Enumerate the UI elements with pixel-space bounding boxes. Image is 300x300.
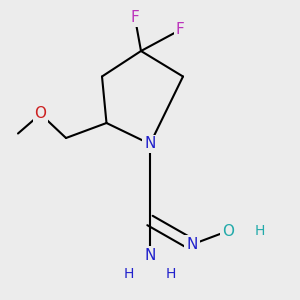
Text: H: H — [124, 268, 134, 281]
Text: N: N — [144, 136, 156, 152]
Text: H: H — [254, 224, 265, 238]
Text: O: O — [222, 224, 234, 238]
Text: F: F — [130, 11, 140, 26]
Text: F: F — [176, 22, 184, 38]
Text: O: O — [34, 106, 46, 122]
Text: N: N — [144, 248, 156, 262]
Text: N: N — [186, 237, 198, 252]
Text: H: H — [166, 268, 176, 281]
